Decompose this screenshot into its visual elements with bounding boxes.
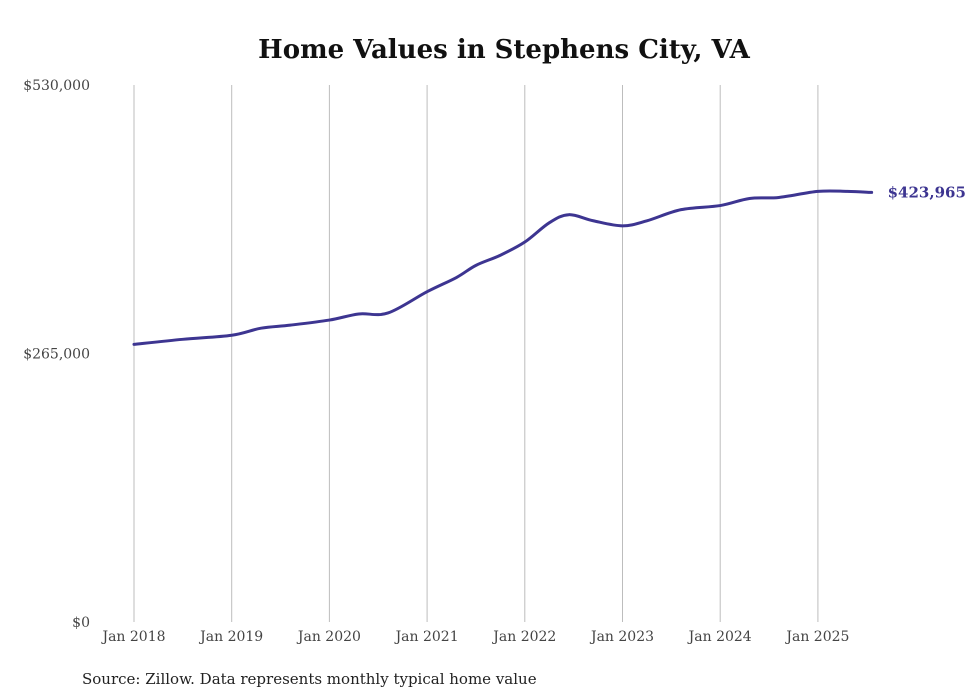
series-line — [132, 189, 874, 346]
x-tick-label: Jan 2023 — [589, 629, 654, 645]
x-tick-label: Jan 2024 — [687, 629, 752, 645]
y-tick-label: $530,000 — [23, 78, 90, 94]
x-tick-label: Jan 2019 — [198, 629, 263, 645]
x-tick-label: Jan 2021 — [394, 629, 459, 645]
chart-title: Home Values in Stephens City, VA — [258, 35, 750, 65]
end-value-label: $423,965 — [888, 183, 966, 201]
source-note: Source: Zillow. Data represents monthly … — [82, 670, 537, 688]
x-tick-label: Jan 2025 — [784, 629, 849, 645]
y-tick-label: $265,000 — [23, 347, 90, 363]
y-tick-label: $0 — [72, 615, 90, 631]
x-tick-label: Jan 2020 — [296, 629, 361, 645]
x-tick-label: Jan 2018 — [100, 629, 165, 645]
x-tick-label: Jan 2022 — [491, 629, 556, 645]
